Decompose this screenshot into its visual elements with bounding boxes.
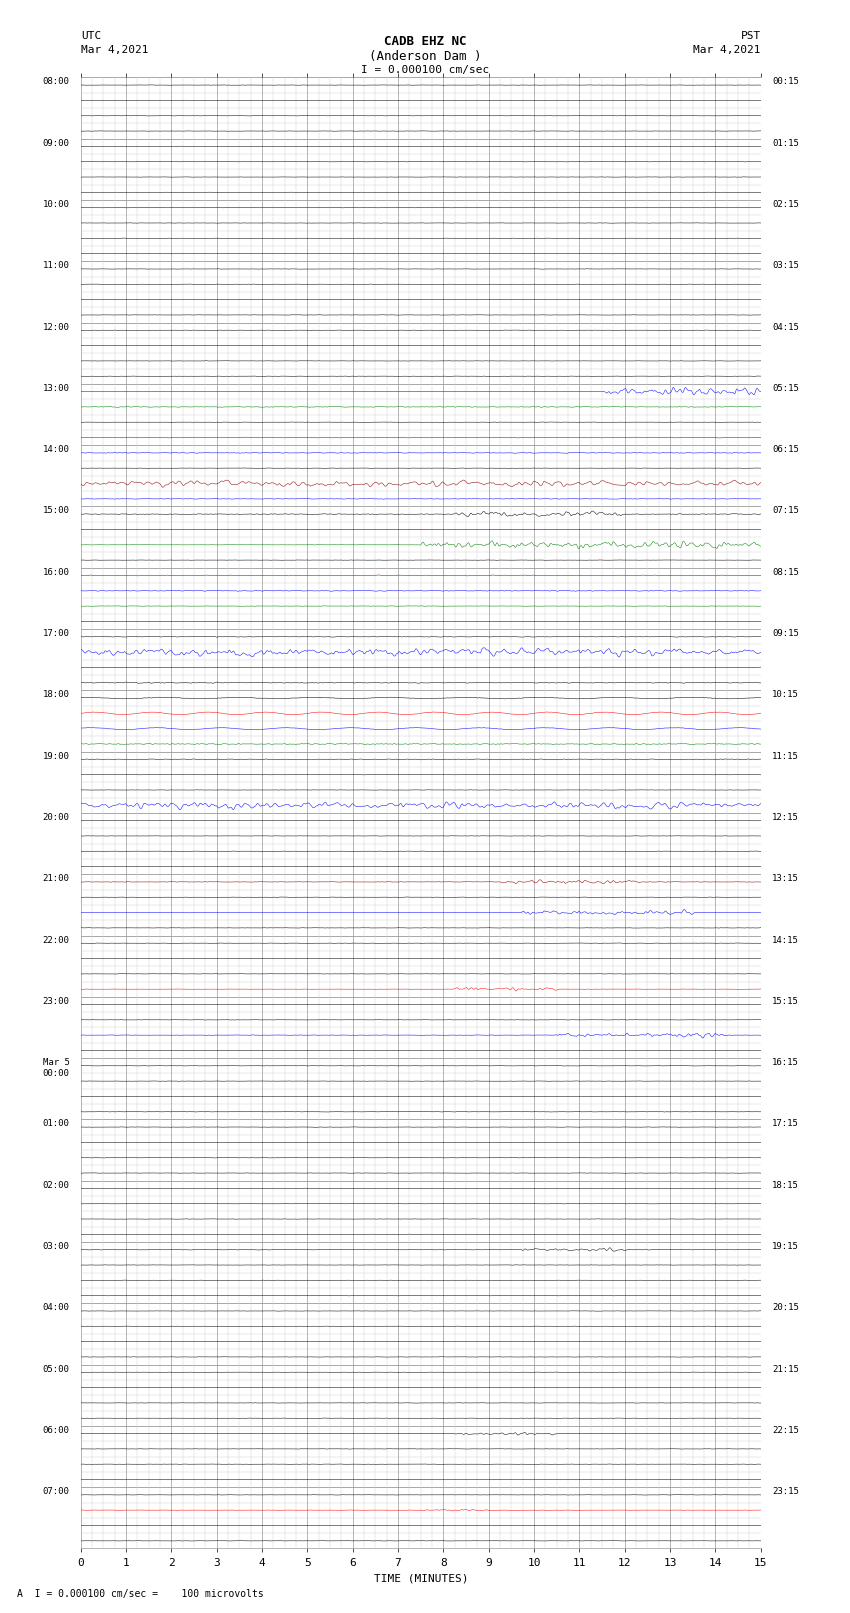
Text: 19:00: 19:00 (42, 752, 70, 761)
Text: I = 0.000100 cm/sec: I = 0.000100 cm/sec (361, 65, 489, 74)
Text: 09:00: 09:00 (42, 139, 70, 148)
Text: 04:15: 04:15 (772, 323, 799, 332)
Text: Mar 4,2021: Mar 4,2021 (694, 45, 761, 55)
Text: 15:15: 15:15 (772, 997, 799, 1007)
Text: 20:15: 20:15 (772, 1303, 799, 1313)
Text: 00:15: 00:15 (772, 77, 799, 87)
Text: 09:15: 09:15 (772, 629, 799, 639)
Text: 18:00: 18:00 (42, 690, 70, 700)
Text: 08:00: 08:00 (42, 77, 70, 87)
Text: 15:00: 15:00 (42, 506, 70, 516)
Text: 07:00: 07:00 (42, 1487, 70, 1497)
Text: 13:00: 13:00 (42, 384, 70, 394)
Text: Mar 4,2021: Mar 4,2021 (81, 45, 148, 55)
Text: 02:00: 02:00 (42, 1181, 70, 1190)
Text: 13:15: 13:15 (772, 874, 799, 884)
Text: 12:15: 12:15 (772, 813, 799, 823)
Text: 05:00: 05:00 (42, 1365, 70, 1374)
Text: 18:15: 18:15 (772, 1181, 799, 1190)
Text: 04:00: 04:00 (42, 1303, 70, 1313)
Text: A  I = 0.000100 cm/sec =    100 microvolts: A I = 0.000100 cm/sec = 100 microvolts (17, 1589, 264, 1598)
Text: 11:15: 11:15 (772, 752, 799, 761)
Text: 20:00: 20:00 (42, 813, 70, 823)
Text: 01:00: 01:00 (42, 1119, 70, 1129)
Text: 10:15: 10:15 (772, 690, 799, 700)
Text: 03:00: 03:00 (42, 1242, 70, 1252)
Text: 08:15: 08:15 (772, 568, 799, 577)
X-axis label: TIME (MINUTES): TIME (MINUTES) (373, 1573, 468, 1582)
Text: 17:00: 17:00 (42, 629, 70, 639)
Text: 21:00: 21:00 (42, 874, 70, 884)
Text: UTC: UTC (81, 31, 101, 40)
Text: 07:15: 07:15 (772, 506, 799, 516)
Text: 12:00: 12:00 (42, 323, 70, 332)
Text: 16:15: 16:15 (772, 1058, 799, 1068)
Text: 23:00: 23:00 (42, 997, 70, 1007)
Text: (Anderson Dam ): (Anderson Dam ) (369, 50, 481, 63)
Text: 19:15: 19:15 (772, 1242, 799, 1252)
Text: Mar 5
00:00: Mar 5 00:00 (42, 1058, 70, 1077)
Text: 17:15: 17:15 (772, 1119, 799, 1129)
Text: 06:15: 06:15 (772, 445, 799, 455)
Text: 23:15: 23:15 (772, 1487, 799, 1497)
Text: 03:15: 03:15 (772, 261, 799, 271)
Text: 01:15: 01:15 (772, 139, 799, 148)
Text: 11:00: 11:00 (42, 261, 70, 271)
Text: 06:00: 06:00 (42, 1426, 70, 1436)
Text: PST: PST (740, 31, 761, 40)
Text: 22:15: 22:15 (772, 1426, 799, 1436)
Text: 22:00: 22:00 (42, 936, 70, 945)
Text: 16:00: 16:00 (42, 568, 70, 577)
Text: 14:15: 14:15 (772, 936, 799, 945)
Text: 14:00: 14:00 (42, 445, 70, 455)
Text: CADB EHZ NC: CADB EHZ NC (383, 35, 467, 48)
Text: 10:00: 10:00 (42, 200, 70, 210)
Text: 02:15: 02:15 (772, 200, 799, 210)
Text: 05:15: 05:15 (772, 384, 799, 394)
Text: 21:15: 21:15 (772, 1365, 799, 1374)
